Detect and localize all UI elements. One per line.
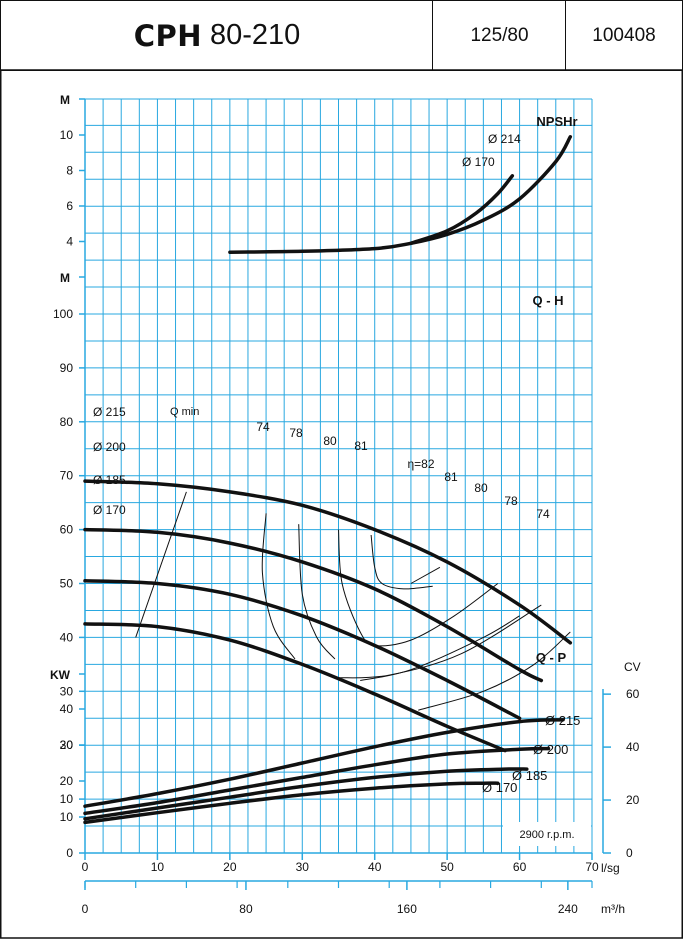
x2-tick-label: 240 [558, 902, 578, 916]
qp-legend-215: Ø 215 [545, 713, 580, 728]
qh-y-tick-label: 70 [60, 469, 74, 483]
npshr-y-label: M [60, 93, 70, 107]
qh-y-tick-label: 30 [60, 684, 74, 698]
qp-legend-185: Ø 185 [512, 768, 547, 783]
qp-y-tick-label: 30 [60, 738, 74, 752]
q-min-line [135, 491, 187, 638]
x-tick-label: 50 [440, 860, 454, 874]
efficiency-label: 74 [536, 507, 550, 521]
qp-curve-200 [83, 746, 551, 816]
npshr-y-tick-label: 4 [66, 235, 73, 249]
qp-legend-200: Ø 200 [533, 742, 568, 757]
cv-tick-label: 20 [626, 793, 640, 807]
labels: 46810102030405060708090100010203040MMKW0… [50, 93, 641, 916]
efficiency-line [261, 513, 296, 660]
efficiency-label: 81 [444, 470, 458, 484]
qh-title: Q - H [532, 293, 563, 308]
qp-legend-170: Ø 170 [482, 780, 517, 795]
npshr-legend-214: Ø 214 [488, 132, 521, 146]
x-tick-label: 40 [368, 860, 382, 874]
efficiency-label: η=82 [407, 457, 434, 471]
qh-y-tick-label: 40 [60, 630, 74, 644]
efficiency-line [418, 631, 571, 711]
qh-curve-215 [83, 479, 573, 645]
qh-y-tick-label: 50 [60, 577, 74, 591]
x2-tick-label: 160 [397, 902, 417, 916]
qh-y-tick-label: 10 [60, 792, 74, 806]
efficiency-label: 80 [323, 434, 337, 448]
x-tick-label: 0 [82, 860, 89, 874]
x-tick-label: 10 [151, 860, 165, 874]
efficiency-label: 78 [289, 426, 303, 440]
qp-y-tick-label: 20 [60, 774, 74, 788]
cv-tick-label: 0 [626, 846, 633, 860]
qh-y-tick-label: 90 [60, 361, 74, 375]
axes [79, 98, 611, 890]
x2-tick-label: 80 [239, 902, 253, 916]
cv-axis-label: CV [624, 660, 641, 674]
qp-title: Q - P [536, 650, 567, 665]
npshr-y-tick-label: 8 [66, 164, 73, 178]
qh-curve-170 [83, 622, 507, 753]
efficiency-line [370, 534, 433, 590]
qh-y-tick-label: 80 [60, 415, 74, 429]
efficiency-line [338, 604, 542, 679]
qh-curve-185 [83, 579, 522, 721]
npshr-y-tick-label: 6 [66, 199, 73, 213]
outer-border [0, 69, 683, 939]
efficiency-line [360, 615, 520, 681]
npshr-curve-214 [228, 135, 573, 254]
qp-y-tick-label: 40 [60, 702, 74, 716]
efficiency-label: 81 [354, 439, 368, 453]
npshr-title: NPSHr [536, 114, 577, 129]
qh-legend-215: Ø 215 [93, 405, 126, 419]
grid [85, 98, 593, 853]
qh-legend-185: Ø 185 [93, 473, 126, 487]
rpm-label: 2900 r.p.m. [519, 829, 574, 841]
qp-curve-185 [83, 767, 529, 821]
qh-y-tick-label: 60 [60, 523, 74, 537]
x-tick-label: 30 [296, 860, 310, 874]
efficiency-line [298, 524, 336, 660]
npshr-y-tick-label: 10 [60, 128, 74, 142]
qh-y-label: M [60, 271, 70, 285]
npshr-legend-170: Ø 170 [462, 155, 495, 169]
rpm-box [503, 822, 591, 846]
qh-legend-200: Ø 200 [93, 440, 126, 454]
q-min-label: Q min [170, 406, 199, 418]
efficiency-label: 74 [256, 420, 270, 434]
efficiency-line [338, 529, 499, 647]
cv-tick-label: 40 [626, 740, 640, 754]
model-number: 80-210 [210, 19, 301, 51]
qp-curve-170 [83, 781, 500, 825]
qp-curve-215 [83, 718, 565, 808]
x2-axis-label: m³/h [601, 902, 625, 916]
x-axis-label: l/sg [601, 861, 620, 875]
qp-y-tick-label: 0 [66, 846, 73, 860]
x-tick-label: 20 [223, 860, 237, 874]
curves [83, 135, 573, 825]
qh-y-tick-label: 100 [53, 307, 73, 321]
qh-curve-200 [83, 527, 544, 683]
model-title: CPH 80-210 [0, 0, 434, 71]
qp-y-label: KW [50, 668, 71, 682]
model-prefix: CPH [133, 18, 202, 53]
eta-pointer [410, 566, 441, 584]
x-tick-label: 60 [513, 860, 527, 874]
qh-legend-170: Ø 170 [93, 503, 126, 517]
qh-y-tick-label: 20 [60, 738, 74, 752]
qp-y-tick-label: 10 [60, 810, 74, 824]
x2-tick-label: 0 [82, 902, 89, 916]
efficiency-label: 80 [474, 481, 488, 495]
cv-tick-label: 60 [626, 687, 640, 701]
efficiency-label: 78 [504, 494, 518, 508]
npshr-curve-170 [409, 174, 515, 246]
x-tick-label: 70 [585, 860, 599, 874]
